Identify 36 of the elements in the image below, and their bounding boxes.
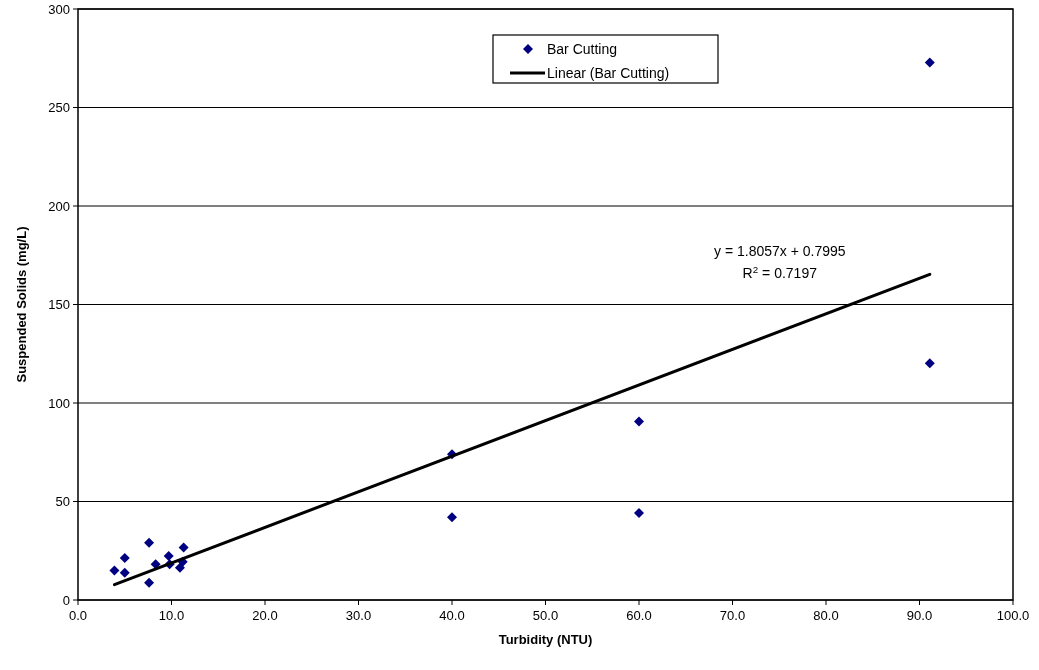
x-tick-label: 60.0 [626,608,652,623]
point [144,577,155,588]
annotation: y = 1.8057x + 0.7995 [714,243,846,260]
point [109,565,120,576]
x-tick-label: 10.0 [158,608,185,623]
y-tick-label: 250 [48,100,70,116]
point [119,553,130,564]
point [178,542,189,553]
point [924,358,935,369]
y-tick-label: 300 [48,1,70,17]
x-axis-title: Turbidity (NTU) [498,632,593,647]
y-tick-label: 0 [62,592,70,608]
annotation: R$^{2}$ = 0.7197 [742,263,818,282]
point [144,537,155,548]
y-tick-label: 200 [48,198,70,214]
point [924,57,935,68]
x-tick-label: 100.0 [996,608,1030,623]
point [119,567,130,578]
x-tick-label: 70.0 [719,608,746,623]
y-tick-label: 150 [48,297,70,313]
legend-label: Linear (Bar Cutting) [547,64,670,81]
y-tick-label: 50 [55,494,70,510]
x-tick-label: 0.0 [68,608,88,623]
legend-label: Bar Cutting [547,40,618,57]
x-tick-label: 90.0 [906,608,933,623]
x-tick-label: 50.0 [532,608,559,623]
point [163,551,174,562]
x-tick-label: 30.0 [345,608,372,623]
x-tick-label: 40.0 [439,608,465,623]
y-axis-title: Suspended Solids (mg/L) [14,226,29,383]
point [447,512,457,523]
point [634,508,644,519]
x-tick-label: 20.0 [252,608,278,623]
x-tick-label: 80.0 [813,608,839,623]
y-tick-label: 100 [48,395,70,411]
point [634,416,644,427]
